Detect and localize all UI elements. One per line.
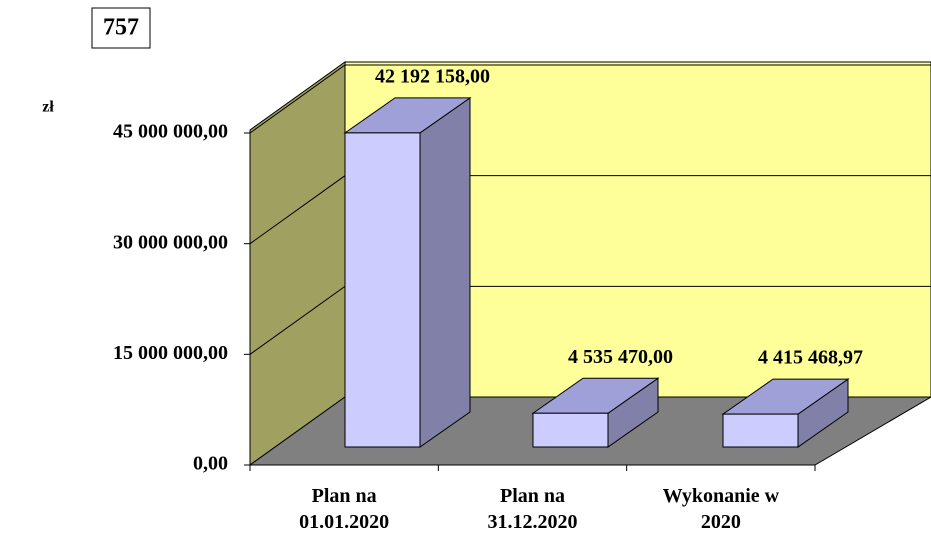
value-label: 42 192 158,00 — [375, 65, 490, 87]
chart-title: 757 — [103, 15, 139, 41]
x-tick-label: Plan na 01.01.2020 — [299, 485, 389, 533]
y-axis-label: zł — [42, 99, 54, 116]
y-tick-label: 30 000 000,00 — [113, 231, 228, 253]
y-tick-label: 0,00 — [193, 453, 228, 475]
y-tick-label: 45 000 000,00 — [113, 121, 228, 143]
value-label: 4 415 468,97 — [758, 347, 863, 369]
y-tick-label: 15 000 000,00 — [113, 342, 228, 364]
x-tick-label: Wykonanie w 2020 — [663, 485, 780, 533]
x-tick-label: Plan na 31.12.2020 — [488, 485, 578, 533]
bar — [722, 413, 799, 448]
bar — [532, 412, 609, 448]
value-label: 4 535 470,00 — [568, 346, 673, 368]
bar-side — [419, 96, 471, 448]
bar — [344, 132, 421, 448]
title-box — [91, 7, 151, 49]
grid-line — [249, 64, 931, 134]
